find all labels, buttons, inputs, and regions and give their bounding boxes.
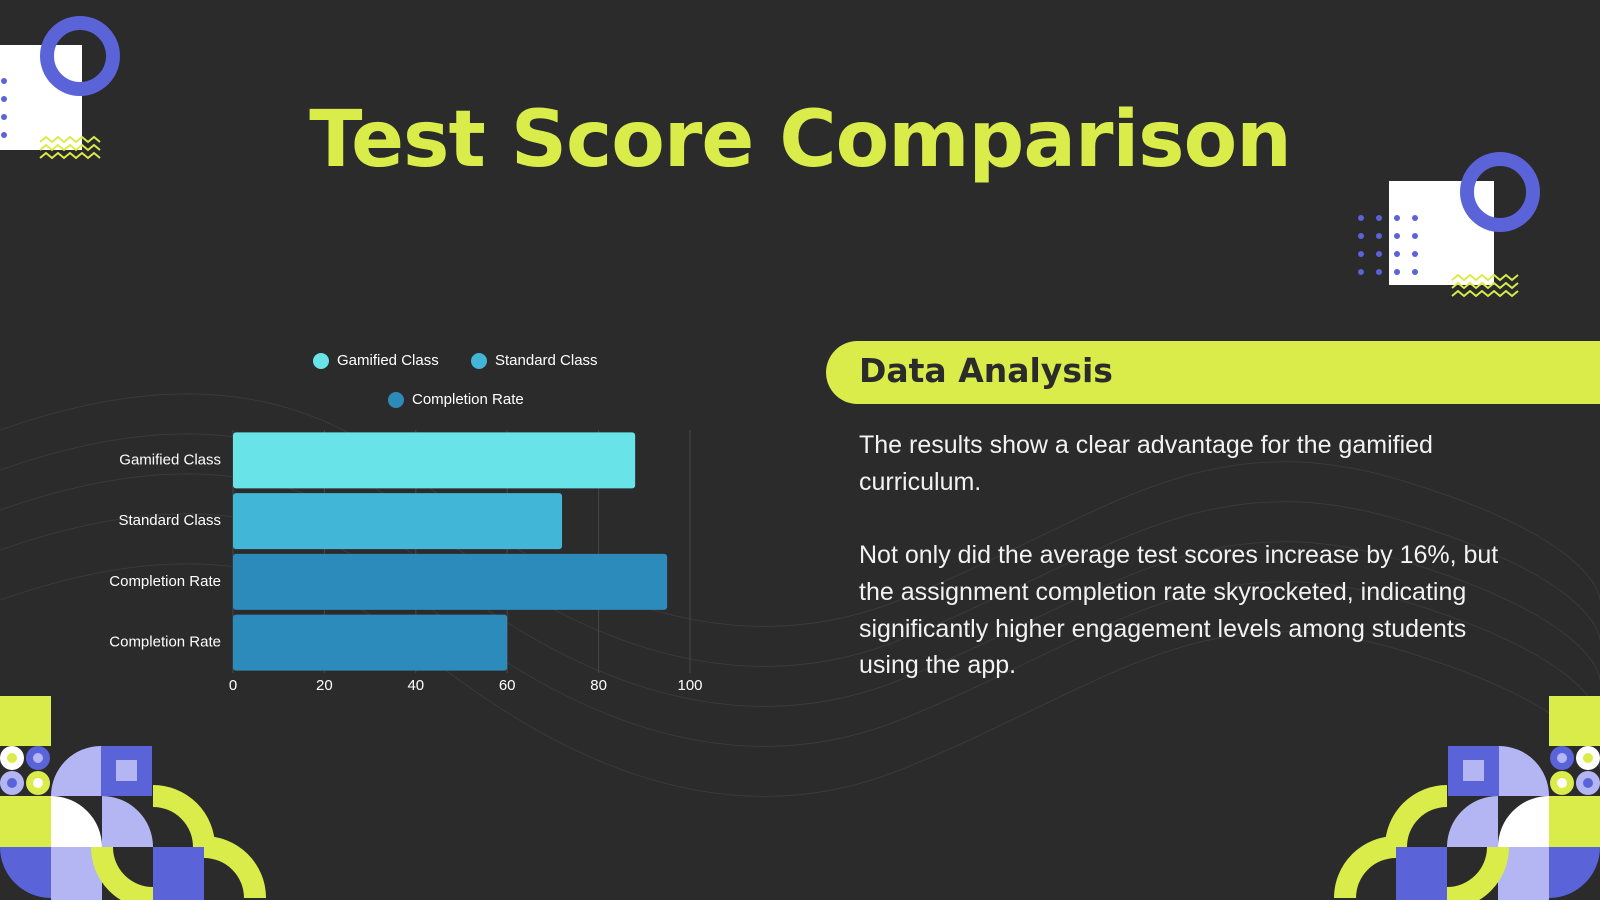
legend-label: Gamified Class — [337, 352, 439, 369]
bar — [233, 553, 668, 610]
decor-bottom-right — [1334, 696, 1600, 900]
heading-band — [826, 341, 1600, 404]
legend-label: Standard Class — [495, 352, 598, 369]
legend-swatch — [388, 392, 404, 408]
x-tick-label: 0 — [229, 677, 237, 694]
y-tick-label: Gamified Class — [119, 451, 221, 468]
bar — [233, 493, 563, 550]
paragraph: Not only did the average test scores inc… — [859, 541, 1499, 680]
legend-swatch — [471, 353, 487, 369]
bar — [233, 614, 508, 671]
y-tick-label: Completion Rate — [109, 573, 221, 590]
decor-top-left — [0, 16, 120, 160]
x-tick-label: 20 — [316, 677, 333, 694]
decor-top-right — [1358, 152, 1540, 298]
panel-heading: Data Analysis — [859, 351, 1113, 390]
bar — [233, 432, 636, 489]
y-tick-label: Standard Class — [118, 512, 221, 529]
slide-title: Test Score Comparison — [309, 95, 1291, 185]
x-tick-label: 80 — [590, 677, 607, 694]
panel-text: The results show a clear advantage for t… — [859, 427, 1524, 721]
legend-label: Completion Rate — [412, 391, 524, 408]
legend-swatch — [313, 353, 329, 369]
decor-bottom-left — [0, 696, 266, 900]
x-tick-label: 40 — [407, 677, 424, 694]
x-tick-label: 100 — [677, 677, 702, 694]
paragraph: The results show a clear advantage for t… — [859, 431, 1433, 496]
x-tick-label: 60 — [499, 677, 516, 694]
y-tick-label: Completion Rate — [109, 634, 221, 651]
